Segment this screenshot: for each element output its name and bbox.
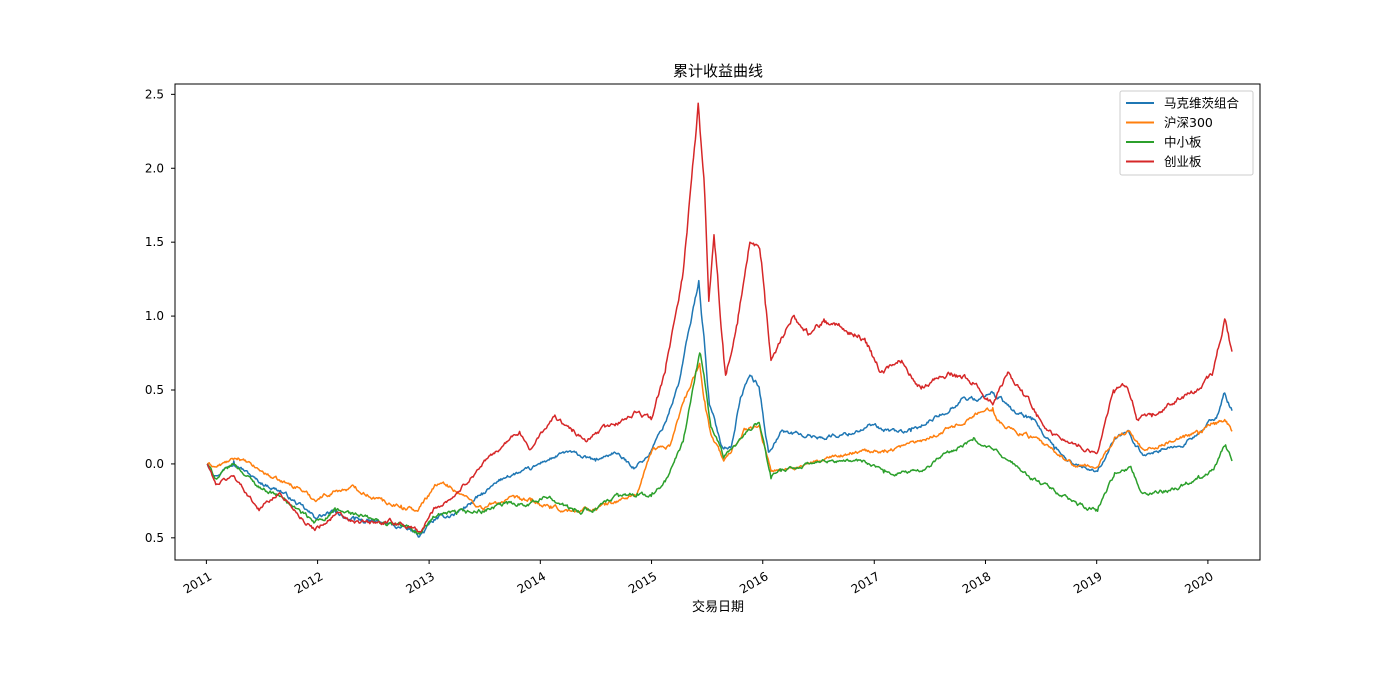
legend-label: 沪深300 — [1164, 115, 1213, 130]
legend-box — [1119, 90, 1254, 176]
y-tick-label: 0.5 — [145, 383, 164, 397]
series-line-4 — [206, 102, 1233, 533]
y-tick-label: 1.5 — [145, 235, 164, 249]
legend-label: 创业板 — [1164, 154, 1202, 169]
y-tick-label: 2.5 — [145, 87, 164, 101]
series-line-1 — [206, 279, 1233, 538]
x-tick-label: 2020 — [1182, 569, 1215, 596]
series-line-3 — [206, 352, 1233, 535]
x-axis-label: 交易日期 — [692, 599, 744, 615]
plot-frame — [174, 83, 1261, 561]
y-tick-label: 1.0 — [145, 309, 164, 323]
legend-label: 中小板 — [1164, 135, 1202, 150]
x-tick-label: 2011 — [181, 569, 214, 596]
y-axis: 2.5 2.0 1.5 1.0 0.5 0.0 0.5 — [145, 87, 175, 545]
y-tick-label: 2.0 — [145, 161, 164, 175]
x-tick-label: 2013 — [404, 569, 437, 596]
chart-title: 累计收益曲线 — [673, 62, 763, 80]
x-tick-label: 2016 — [737, 569, 770, 596]
x-tick-label: 2019 — [1071, 569, 1104, 596]
x-tick-label: 2012 — [292, 569, 325, 596]
plot-lines — [206, 102, 1233, 538]
y-tick-label: 0.5 — [145, 531, 164, 545]
x-axis: 2011 2012 2013 2014 2015 2016 2017 2018 2019 2020 — [181, 560, 1216, 596]
legend-label: 马克维茨组合 — [1164, 96, 1240, 111]
x-tick-label: 2018 — [960, 569, 993, 596]
x-tick-label: 2014 — [515, 569, 548, 596]
y-tick-label: 0.0 — [145, 457, 164, 471]
series-line-2 — [206, 362, 1233, 514]
x-tick-label: 2017 — [849, 569, 882, 596]
x-tick-label: 2015 — [626, 569, 659, 596]
